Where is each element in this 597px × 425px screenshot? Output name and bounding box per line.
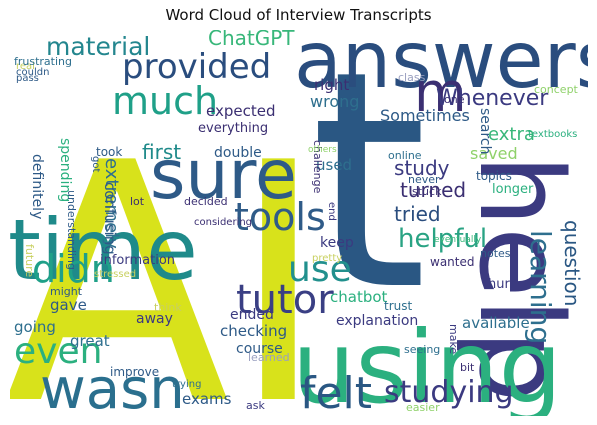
cloud-word: studying: [384, 375, 514, 410]
cloud-word: extra: [488, 124, 535, 145]
cloud-word: checking: [220, 322, 288, 340]
cloud-word: class: [398, 71, 426, 84]
cloud-word: use: [288, 249, 352, 290]
cloud-word: one: [444, 93, 465, 106]
cloud-word: saved: [470, 144, 518, 163]
cloud-word: tutor: [236, 277, 334, 323]
cloud-word: turned: [400, 178, 467, 202]
cloud-word: provided: [122, 47, 272, 87]
cloud-word: helpful: [398, 224, 488, 254]
cloud-word: wasn: [40, 357, 185, 417]
cloud-word: chatbot: [330, 288, 388, 306]
cloud-word: concept: [534, 83, 578, 96]
cloud-word: others: [308, 145, 337, 155]
cloud-word: wrong: [310, 92, 360, 111]
chart-title: Word Cloud of Interview Transcripts: [165, 6, 432, 24]
cloud-word: online: [388, 149, 422, 162]
cloud-word: using: [292, 309, 563, 417]
cloud-word: exams: [182, 390, 232, 408]
cloud-word: course: [236, 341, 283, 357]
cloud-word: sure: [150, 136, 297, 215]
cloud-word: easier: [406, 401, 440, 414]
cloud-word: Whenever: [436, 86, 549, 111]
cloud-word: great: [70, 332, 110, 350]
cloud-word: double: [214, 145, 262, 161]
cloud-word: tried: [394, 202, 441, 226]
cloud-word: study: [394, 156, 450, 180]
cloud-word: question: [560, 220, 584, 307]
cloud-word: trust: [384, 299, 413, 313]
cloud-word: took: [96, 145, 123, 159]
cloud-word: pass: [16, 73, 39, 84]
cloud-word: away: [136, 311, 173, 327]
cloud-word: hurt: [488, 277, 515, 292]
cloud-word: make: [447, 324, 460, 355]
cloud-word: notes: [480, 247, 511, 260]
cloud-word: real: [16, 61, 35, 72]
cloud-word: ended: [230, 307, 274, 323]
cloud-word: wanted: [430, 255, 475, 269]
cloud-word: topics: [476, 169, 512, 183]
cloud-word: confusing: [101, 182, 119, 255]
cloud-word: definitely: [29, 154, 45, 220]
cloud-word: understanding: [65, 190, 78, 270]
cloud-word: information: [100, 253, 176, 268]
cloud-word: ask: [246, 399, 265, 412]
cloud-word: seeing: [404, 343, 441, 356]
cloud-word: think: [154, 301, 182, 314]
cloud-word: learning: [524, 230, 557, 345]
cloud-word: felt: [300, 368, 373, 416]
cloud-word: didn: [32, 247, 115, 291]
cloud-word: never: [408, 173, 440, 186]
cloud-word: lot: [130, 195, 145, 208]
cloud-word: stressed: [94, 269, 137, 280]
cloud-word: future: [23, 244, 36, 278]
cloud-word: longer: [492, 182, 534, 197]
cloud-word: might: [50, 285, 83, 298]
cloud-word: decided: [184, 195, 228, 208]
cloud-word: stuck: [412, 185, 442, 198]
cloud-word: explanation: [336, 313, 419, 329]
cloud-word: Sometimes: [380, 106, 470, 125]
cloud-word: gave: [50, 296, 87, 314]
cloud-word: couldn: [16, 67, 50, 78]
cloud-word: m: [414, 61, 467, 124]
cloud-word: t: [310, 30, 428, 356]
cloud-word: available: [462, 314, 530, 332]
cloud-word: considering: [194, 217, 253, 228]
cloud-word: pretty: [312, 253, 343, 264]
cloud-word: used: [316, 156, 353, 174]
cloud-word: much: [112, 79, 219, 123]
cloud-word: answers: [294, 30, 588, 106]
cloud-word: end: [326, 202, 337, 221]
cloud-word: right: [314, 76, 350, 94]
cloud-word: expected: [206, 102, 276, 120]
cloud-word: first: [142, 140, 182, 164]
cloud-word: ChatGPT: [208, 30, 295, 50]
cloud-word: keep: [320, 235, 354, 251]
cloud-word: frustrating: [14, 55, 72, 68]
cloud-word: trying: [172, 379, 202, 390]
cloud-word: going: [14, 318, 56, 336]
cloud-word: improve: [110, 365, 160, 379]
cloud-word: bit: [460, 361, 475, 374]
cloud-word: textbooks: [528, 129, 578, 140]
cloud-word: got: [90, 156, 101, 173]
cloud-word: everything: [198, 121, 269, 136]
cloud-word: search: [477, 108, 493, 155]
cloud-word: learned: [248, 351, 290, 364]
cloud-word: even: [14, 331, 103, 372]
word-cloud: AI t help answers using wasn time sure much provi…: [10, 30, 588, 416]
cloud-word: material: [46, 32, 151, 61]
cloud-word: AI: [10, 93, 328, 416]
cloud-word: tools: [234, 195, 326, 239]
cloud-word: eventually: [434, 235, 482, 245]
cloud-word: time: [10, 201, 198, 299]
